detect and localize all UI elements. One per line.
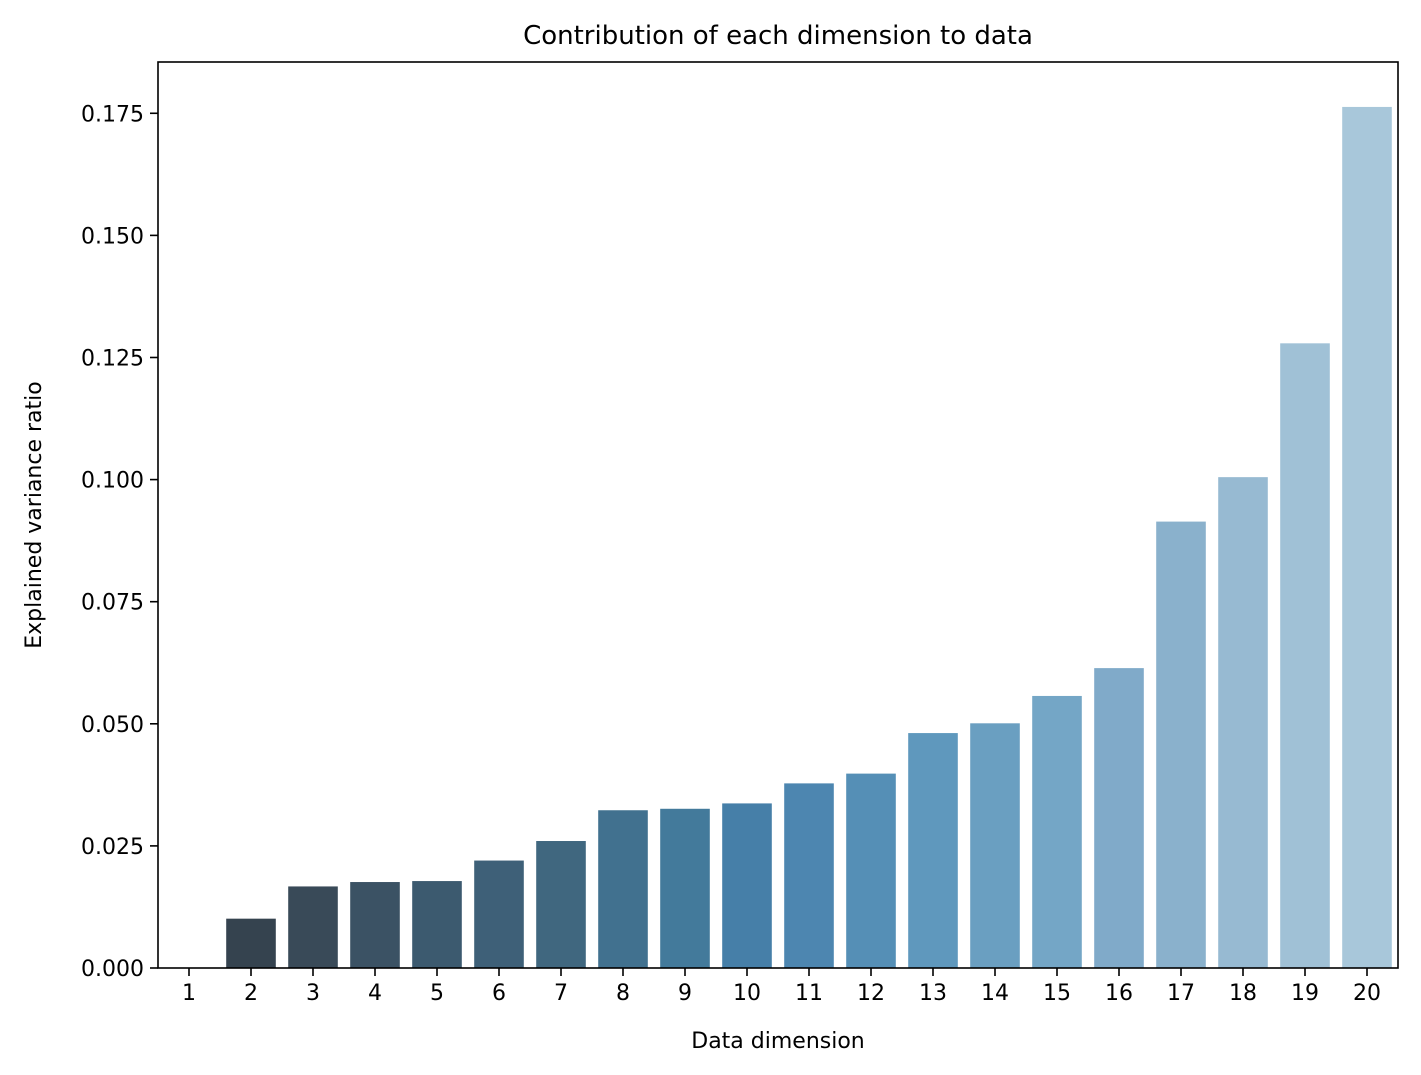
y-tick-label: 0.175 — [81, 102, 144, 127]
bar-11 — [784, 783, 834, 968]
bar-3 — [288, 886, 338, 968]
bar-6 — [474, 860, 524, 968]
bar-8 — [598, 810, 648, 968]
x-tick-label: 12 — [857, 981, 885, 1006]
x-axis-label: Data dimension — [691, 1029, 865, 1054]
x-tick-label: 14 — [981, 981, 1009, 1006]
x-tick-label: 2 — [244, 981, 258, 1006]
x-tick-label: 20 — [1353, 981, 1381, 1006]
x-tick-label: 18 — [1229, 981, 1257, 1006]
y-tick-label: 0.050 — [81, 713, 144, 738]
bar-18 — [1218, 477, 1268, 968]
bar-20 — [1342, 106, 1392, 968]
x-tick-label: 19 — [1291, 981, 1319, 1006]
bar-16 — [1094, 668, 1144, 968]
bar-4 — [350, 882, 400, 968]
bar-19 — [1280, 343, 1330, 968]
bar-10 — [722, 803, 772, 968]
y-tick-label: 0.150 — [81, 224, 144, 249]
y-axis-ticks: 0.000 0.025 0.050 0.075 0.100 0.125 0.150 0.175 — [81, 102, 158, 982]
bars-group — [226, 106, 1392, 968]
bar-5 — [412, 881, 462, 968]
y-tick-label: 0.000 — [81, 957, 144, 982]
x-tick-label: 8 — [616, 981, 630, 1006]
bar-12 — [846, 773, 896, 968]
x-tick-label: 13 — [919, 981, 947, 1006]
x-axis-ticks: 1 2 3 4 5 6 7 8 9 10 11 12 13 14 15 16 17 18 19 20 — [182, 968, 1381, 1006]
x-tick-label: 17 — [1167, 981, 1195, 1006]
x-tick-label: 3 — [306, 981, 320, 1006]
bar-7 — [536, 841, 586, 968]
x-tick-label: 7 — [554, 981, 568, 1006]
bar-2 — [226, 918, 276, 968]
y-tick-label: 0.100 — [81, 469, 144, 494]
x-tick-label: 9 — [678, 981, 692, 1006]
x-tick-label: 4 — [368, 981, 382, 1006]
y-tick-label: 0.125 — [81, 346, 144, 371]
y-tick-label: 0.075 — [81, 591, 144, 616]
x-tick-label: 10 — [733, 981, 761, 1006]
chart-title: Contribution of each dimension to data — [523, 21, 1033, 51]
bar-9 — [660, 808, 710, 968]
x-tick-label: 11 — [795, 981, 823, 1006]
y-tick-label: 0.025 — [81, 835, 144, 860]
x-tick-label: 1 — [182, 981, 196, 1006]
y-axis-label: Explained variance ratio — [22, 381, 47, 648]
bar-14 — [970, 723, 1020, 968]
x-tick-label: 6 — [492, 981, 506, 1006]
bar-17 — [1156, 521, 1206, 968]
x-tick-label: 15 — [1043, 981, 1071, 1006]
bar-15 — [1032, 695, 1082, 968]
x-tick-label: 5 — [430, 981, 444, 1006]
plot-frame — [157, 61, 1399, 969]
x-tick-label: 16 — [1105, 981, 1133, 1006]
bar-13 — [908, 733, 958, 968]
